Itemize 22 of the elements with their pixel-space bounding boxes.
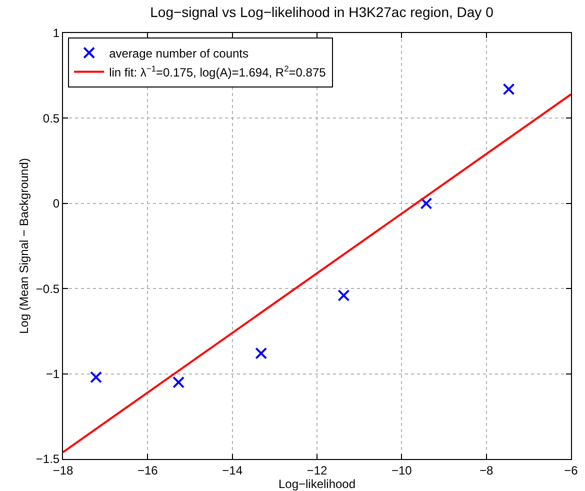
y-tick-label: −0.5 [36, 282, 60, 296]
legend-label: lin fit: λ$^{−1}$=0.175, log(A)=1.694, R$^{2}$=0.875 [109, 63, 326, 80]
y-tick-label: 1 [52, 26, 60, 40]
x-tick-label: −12 [306, 463, 328, 478]
chart-title: Log−signal vs Log−likelihood in H3K27ac region, Day 0 [150, 4, 494, 20]
x-tick-label: −14 [222, 463, 243, 478]
x-tick-label: −6 [564, 463, 578, 478]
point [90, 371, 102, 384]
point [172, 376, 185, 388]
y-tick-label: 0.5 [42, 111, 60, 126]
x-tick-label: −16 [137, 463, 158, 478]
x-tick-label: −8 [479, 463, 494, 478]
y-axis-title: Log (Mean Signal − Background) [17, 158, 32, 334]
legend-label: average number of counts [109, 46, 248, 60]
y-tick-label: −1 [46, 367, 60, 381]
point [338, 289, 350, 302]
point [255, 347, 268, 360]
point [502, 83, 515, 96]
x-axis-title: Log−likelihood [278, 477, 356, 491]
y-tick-label: 0 [52, 196, 60, 211]
x-tick-label: −10 [391, 463, 412, 478]
point [420, 197, 432, 210]
